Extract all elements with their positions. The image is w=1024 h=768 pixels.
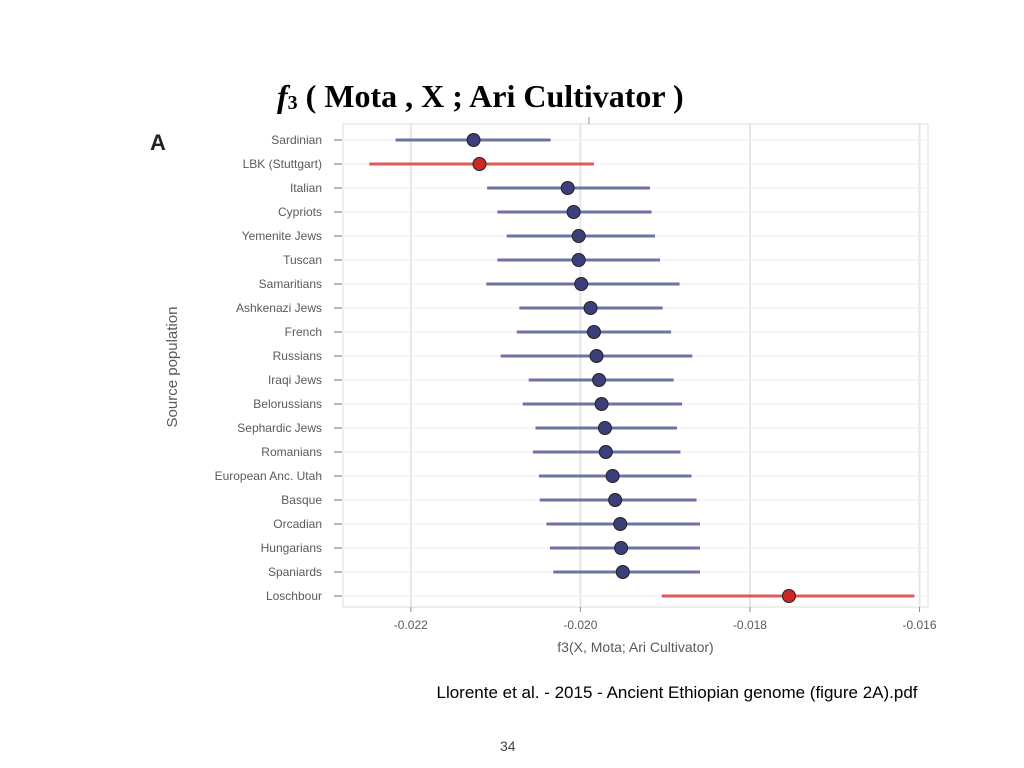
data-point [592,373,607,387]
data-point [566,205,581,219]
x-tick-label: -0.018 [733,618,767,632]
data-point [781,589,796,603]
data-point [571,253,586,267]
data-point [466,133,481,147]
y-tick-label: Italian [290,181,322,195]
x-tick-label: -0.020 [563,618,597,632]
y-tick-label: Samaritians [259,277,322,291]
citation-text: Llorente et al. - 2015 - Ancient Ethiopi… [436,683,918,702]
data-point [614,541,629,555]
y-tick-label: Russians [273,349,322,363]
data-point [472,157,487,171]
title-rest: ( Mota , X ; Ari Cultivator ) [297,78,684,114]
title-f: f [277,78,288,114]
y-tick-label: LBK (Stuttgart) [243,157,322,171]
y-tick-label: French [285,325,322,339]
page-number: 34 [500,738,516,754]
y-tick-label: Orcadian [273,517,322,531]
data-point [605,469,620,483]
plot-panel [342,123,929,608]
y-tick-label: Belorussians [253,397,322,411]
x-axis-title: f3(X, Mota; Ari Cultivator) [557,639,713,655]
y-tick-label: Ashkenazi Jews [236,301,322,315]
y-tick-label: Basque [281,493,322,507]
data-point [589,349,604,363]
x-tick-label: -0.022 [394,618,428,632]
y-tick-label: Spaniards [268,565,322,579]
y-tick-label: Sephardic Jews [237,421,322,435]
data-point [608,493,623,507]
y-tick-label: European Anc. Utah [215,469,322,483]
data-point [560,181,575,195]
data-point [594,397,609,411]
slide-title: f3 ( Mota , X ; Ari Cultivator ) [277,78,684,115]
y-axis-title: Source population [164,307,181,428]
data-point [598,445,613,459]
data-point [615,565,630,579]
data-point [586,325,601,339]
y-tick-label: Iraqi Jews [268,373,322,387]
y-tick-label: Yemenite Jews [242,229,322,243]
x-tick-label: -0.016 [903,618,937,632]
y-tick-label: Sardinian [271,133,322,147]
y-tick-label: Hungarians [261,541,322,555]
y-tick-label: Loschbour [266,589,322,603]
data-point [613,517,628,531]
data-point [574,277,589,291]
panel-label: A [150,130,166,155]
title-subscript: 3 [287,92,298,114]
y-tick-label: Romanians [261,445,322,459]
data-point [571,229,586,243]
y-tick-label: Cypriots [278,205,322,219]
y-tick-label: Tuscan [283,253,322,267]
citation: Llorente et al. - 2015 - Ancient Ethiopi… [0,683,1024,703]
data-point [583,301,598,315]
data-point [597,421,612,435]
